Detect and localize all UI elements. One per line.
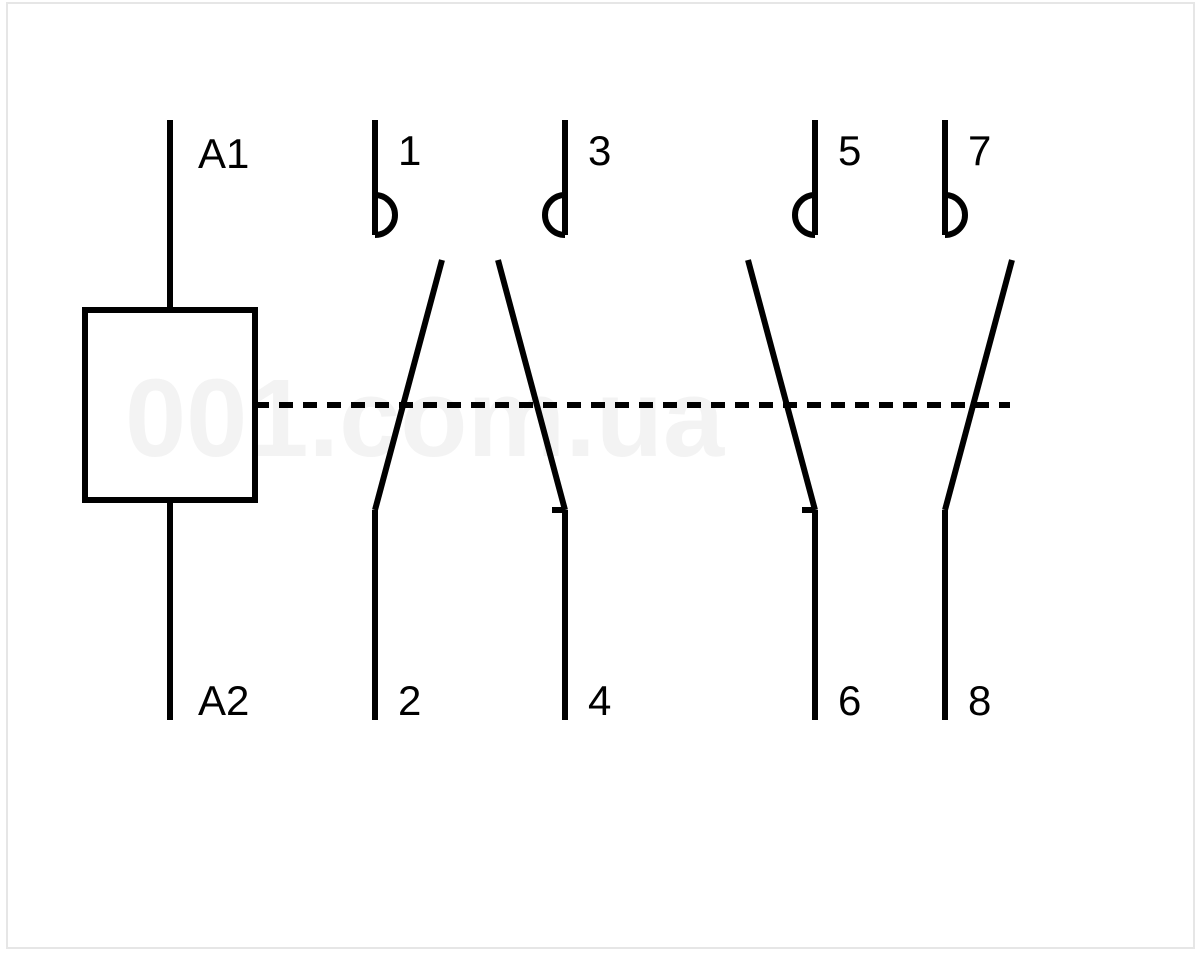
contact-4-label-top: 7 (968, 127, 991, 174)
contact-3-label-bottom: 6 (838, 677, 861, 724)
contact-1-label-top: 1 (398, 127, 421, 174)
contact-2-label-bottom: 4 (588, 677, 611, 724)
contact-1-blade (375, 260, 442, 510)
contact-4-blade (945, 260, 1012, 510)
coil-box (85, 310, 255, 500)
contact-3-blade (748, 260, 815, 510)
contactor-schematic: A1 A2 1 2 3 4 5 6 7 8 (0, 0, 1200, 960)
contact-1-label-bottom: 2 (398, 677, 421, 724)
contact-4-label-bottom: 8 (968, 677, 991, 724)
contact-2-label-top: 3 (588, 127, 611, 174)
contact-3-label-top: 5 (838, 127, 861, 174)
coil-label-a2: A2 (198, 677, 249, 724)
coil-label-a1: A1 (198, 130, 249, 177)
contact-2-blade (498, 260, 565, 510)
